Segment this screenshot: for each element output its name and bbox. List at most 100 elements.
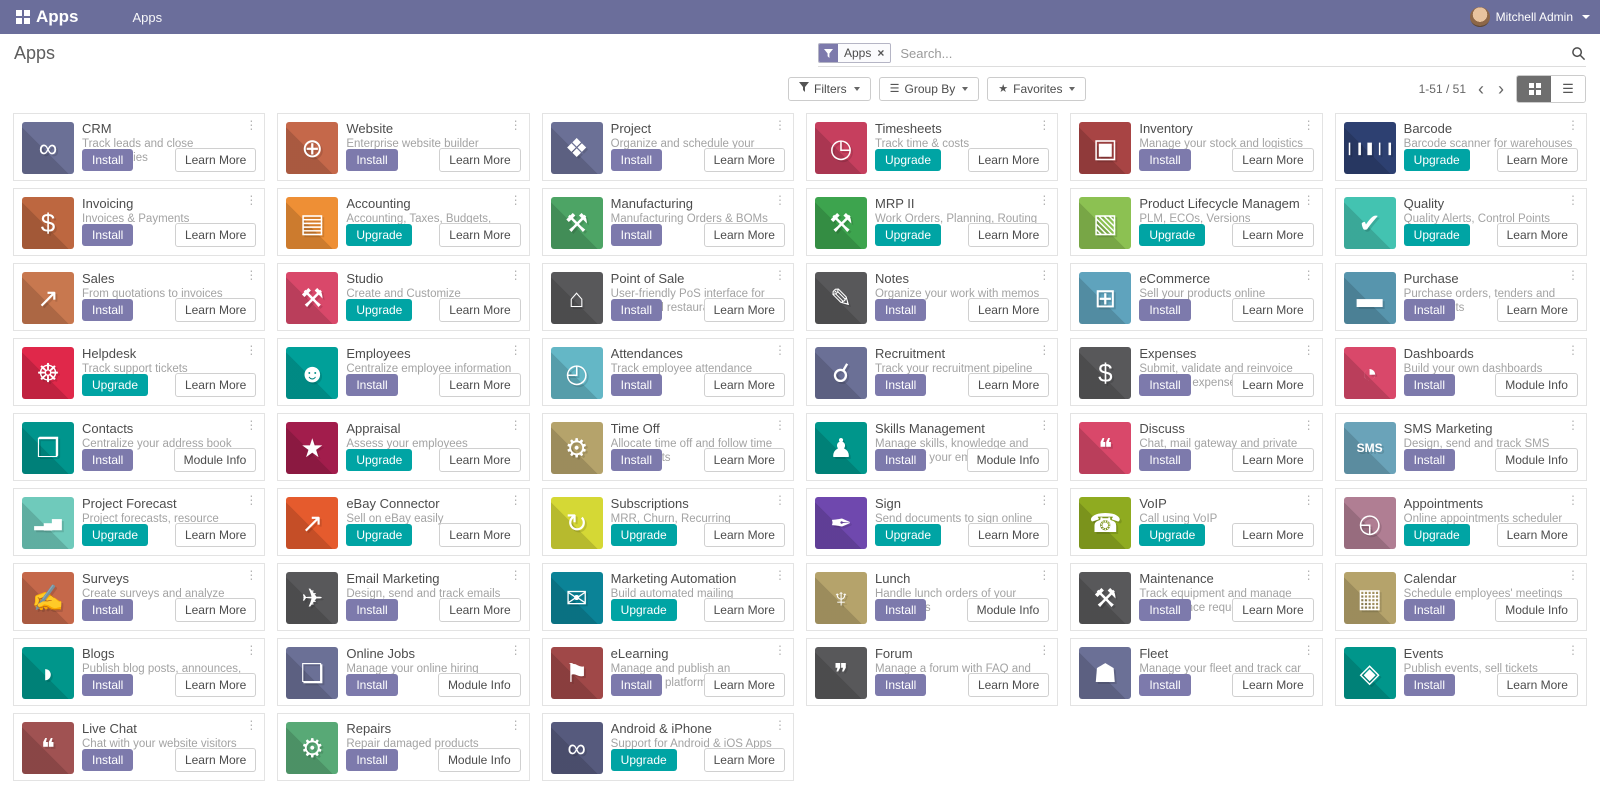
learn-more-button[interactable]: Learn More: [1232, 523, 1314, 547]
module-info-button[interactable]: Module Info: [173, 448, 257, 472]
install-button[interactable]: Install: [874, 599, 927, 621]
learn-more-button[interactable]: Learn More: [1496, 298, 1578, 322]
learn-more-button[interactable]: Learn More: [439, 148, 521, 172]
learn-more-button[interactable]: Learn More: [967, 223, 1050, 247]
upgrade-button[interactable]: Upgrade: [874, 149, 942, 171]
kebab-menu-icon[interactable]: ⋮: [1038, 568, 1051, 582]
upgrade-button[interactable]: Upgrade: [1139, 224, 1206, 246]
kebab-menu-icon[interactable]: ⋮: [245, 268, 258, 282]
kebab-menu-icon[interactable]: ⋮: [773, 568, 786, 582]
kebab-menu-icon[interactable]: ⋮: [773, 418, 786, 432]
install-button[interactable]: Install: [82, 449, 134, 471]
learn-more-button[interactable]: Learn More: [703, 148, 785, 172]
module-info-button[interactable]: Module Info: [1495, 373, 1578, 397]
kebab-menu-icon[interactable]: ⋮: [1038, 493, 1051, 507]
learn-more-button[interactable]: Learn More: [439, 223, 521, 247]
upgrade-button[interactable]: Upgrade: [1139, 524, 1206, 546]
kebab-menu-icon[interactable]: ⋮: [1038, 268, 1051, 282]
kebab-menu-icon[interactable]: ⋮: [1038, 343, 1051, 357]
kebab-menu-icon[interactable]: ⋮: [773, 718, 786, 732]
kebab-menu-icon[interactable]: ⋮: [1566, 118, 1579, 132]
install-button[interactable]: Install: [1403, 674, 1456, 696]
learn-more-button[interactable]: Learn More: [439, 598, 521, 622]
kebab-menu-icon[interactable]: ⋮: [1302, 418, 1315, 432]
module-info-button[interactable]: Module Info: [966, 598, 1050, 622]
learn-more-button[interactable]: Learn More: [1232, 148, 1314, 172]
learn-more-button[interactable]: Learn More: [1232, 448, 1314, 472]
install-button[interactable]: Install: [346, 149, 398, 171]
learn-more-button[interactable]: Learn More: [174, 673, 257, 697]
upgrade-button[interactable]: Upgrade: [610, 524, 677, 546]
kebab-menu-icon[interactable]: ⋮: [773, 268, 786, 282]
list-view-button[interactable]: ☰: [1551, 75, 1585, 102]
install-button[interactable]: Install: [1139, 149, 1191, 171]
kebab-menu-icon[interactable]: ⋮: [1302, 193, 1315, 207]
learn-more-button[interactable]: Learn More: [703, 223, 785, 247]
kebab-menu-icon[interactable]: ⋮: [1302, 118, 1315, 132]
learn-more-button[interactable]: Learn More: [1496, 148, 1578, 172]
learn-more-button[interactable]: Learn More: [1496, 673, 1578, 697]
pager-next-button[interactable]: ›: [1498, 78, 1504, 99]
kebab-menu-icon[interactable]: ⋮: [1302, 493, 1315, 507]
upgrade-button[interactable]: Upgrade: [346, 449, 413, 471]
learn-more-button[interactable]: Learn More: [967, 673, 1050, 697]
install-button[interactable]: Install: [82, 749, 134, 771]
module-info-button[interactable]: Module Info: [437, 748, 521, 772]
kebab-menu-icon[interactable]: ⋮: [245, 418, 258, 432]
kebab-menu-icon[interactable]: ⋮: [509, 343, 522, 357]
learn-more-button[interactable]: Learn More: [174, 373, 257, 397]
kebab-menu-icon[interactable]: ⋮: [1566, 193, 1579, 207]
learn-more-button[interactable]: Learn More: [174, 598, 257, 622]
learn-more-button[interactable]: Learn More: [703, 373, 785, 397]
install-button[interactable]: Install: [610, 374, 663, 396]
learn-more-button[interactable]: Learn More: [1232, 298, 1314, 322]
learn-more-button[interactable]: Learn More: [439, 448, 521, 472]
upgrade-button[interactable]: Upgrade: [1403, 224, 1470, 246]
install-button[interactable]: Install: [346, 374, 398, 396]
upgrade-button[interactable]: Upgrade: [82, 524, 149, 546]
install-button[interactable]: Install: [610, 149, 663, 171]
install-button[interactable]: Install: [82, 674, 134, 696]
learn-more-button[interactable]: Learn More: [174, 523, 257, 547]
kebab-menu-icon[interactable]: ⋮: [1038, 193, 1051, 207]
module-info-button[interactable]: Module Info: [966, 448, 1050, 472]
kebab-menu-icon[interactable]: ⋮: [509, 193, 522, 207]
learn-more-button[interactable]: Learn More: [967, 373, 1050, 397]
install-button[interactable]: Install: [82, 149, 134, 171]
install-button[interactable]: Install: [610, 299, 663, 321]
install-button[interactable]: Install: [1139, 299, 1191, 321]
learn-more-button[interactable]: Learn More: [703, 298, 785, 322]
search-icon[interactable]: [1571, 46, 1586, 61]
kebab-menu-icon[interactable]: ⋮: [245, 643, 258, 657]
kebab-menu-icon[interactable]: ⋮: [509, 268, 522, 282]
learn-more-button[interactable]: Learn More: [967, 298, 1050, 322]
learn-more-button[interactable]: Learn More: [967, 523, 1050, 547]
upgrade-button[interactable]: Upgrade: [610, 599, 677, 621]
kebab-menu-icon[interactable]: ⋮: [245, 493, 258, 507]
learn-more-button[interactable]: Learn More: [174, 148, 257, 172]
kebab-menu-icon[interactable]: ⋮: [1566, 418, 1579, 432]
install-button[interactable]: Install: [874, 674, 927, 696]
learn-more-button[interactable]: Learn More: [174, 748, 257, 772]
install-button[interactable]: Install: [82, 599, 134, 621]
learn-more-button[interactable]: Learn More: [703, 748, 785, 772]
upgrade-button[interactable]: Upgrade: [82, 374, 149, 396]
learn-more-button[interactable]: Learn More: [174, 298, 257, 322]
learn-more-button[interactable]: Learn More: [174, 223, 257, 247]
kebab-menu-icon[interactable]: ⋮: [509, 643, 522, 657]
install-button[interactable]: Install: [874, 374, 927, 396]
learn-more-button[interactable]: Learn More: [967, 148, 1050, 172]
learn-more-button[interactable]: Learn More: [1232, 598, 1314, 622]
learn-more-button[interactable]: Learn More: [1232, 223, 1314, 247]
kebab-menu-icon[interactable]: ⋮: [773, 118, 786, 132]
upgrade-button[interactable]: Upgrade: [1403, 149, 1470, 171]
kebab-menu-icon[interactable]: ⋮: [773, 193, 786, 207]
kebab-menu-icon[interactable]: ⋮: [509, 418, 522, 432]
kebab-menu-icon[interactable]: ⋮: [1566, 493, 1579, 507]
upgrade-button[interactable]: Upgrade: [346, 224, 413, 246]
install-button[interactable]: Install: [1139, 449, 1191, 471]
upgrade-button[interactable]: Upgrade: [1403, 524, 1470, 546]
pager-previous-button[interactable]: ‹: [1478, 78, 1484, 99]
install-button[interactable]: Install: [346, 674, 398, 696]
kebab-menu-icon[interactable]: ⋮: [773, 493, 786, 507]
